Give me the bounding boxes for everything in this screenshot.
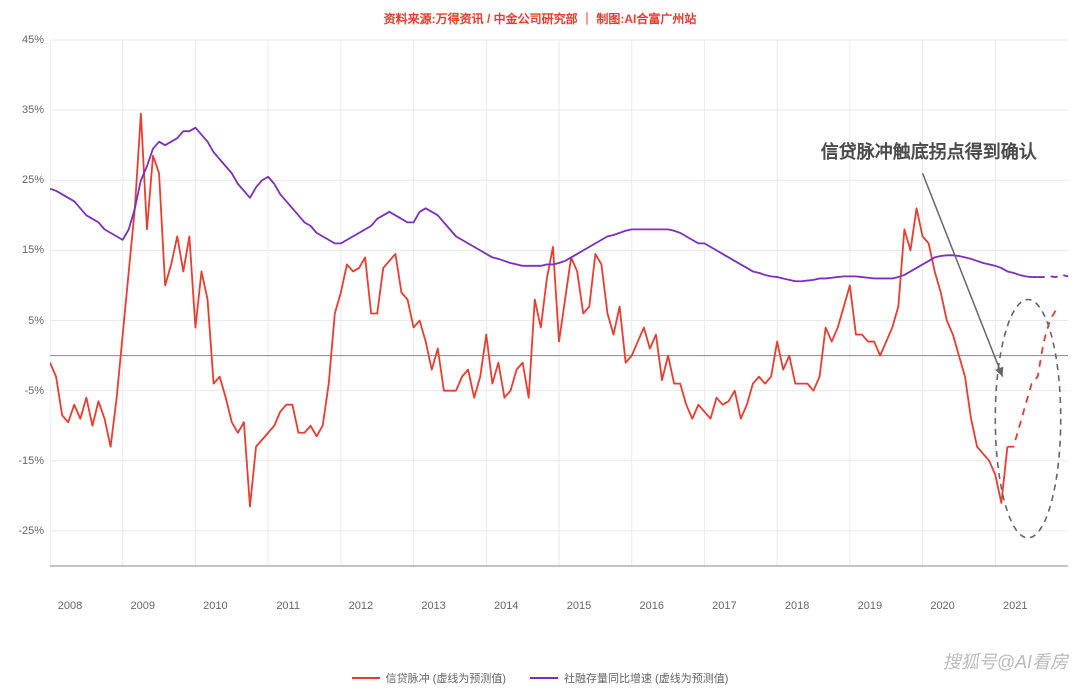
watermark: 搜狐号@AI看房 — [943, 648, 1068, 674]
legend-swatch — [530, 677, 558, 679]
x-tick-label: 2013 — [421, 600, 445, 612]
source-line: 资料来源:万得资讯 / 中金公司研究部 ｜ 制图:AI合富广州站 — [0, 10, 1080, 27]
y-tick-label: 5% — [28, 315, 44, 327]
annotation-text: 信贷脉冲触底拐点得到确认 — [821, 138, 1037, 164]
x-tick-label: 2021 — [1003, 600, 1027, 612]
series-credit_impulse-forecast — [1007, 310, 1055, 447]
series-credit_impulse — [50, 114, 1007, 507]
plot-area: -25%-15%-5%5%15%25%35%45%200820092010201… — [50, 34, 1068, 594]
y-tick-label: 25% — [22, 174, 44, 186]
chart-container: 资料来源:万得资讯 / 中金公司研究部 ｜ 制图:AI合富广州站 -25%-15… — [0, 0, 1080, 694]
x-tick-label: 2008 — [58, 600, 82, 612]
y-tick-label: -15% — [18, 455, 44, 467]
x-tick-label: 2014 — [494, 600, 518, 612]
y-tick-label: 35% — [22, 104, 44, 116]
x-tick-label: 2015 — [567, 600, 591, 612]
legend-label: 社融存量同比增速 (虚线为预测值) — [564, 670, 728, 686]
legend: 信贷脉冲 (虚线为预测值) 社融存量同比增速 (虚线为预测值) — [0, 670, 1080, 686]
annotation-arrow — [923, 173, 1003, 376]
x-tick-label: 2009 — [130, 600, 154, 612]
x-tick-label: 2019 — [858, 600, 882, 612]
y-tick-label: 45% — [22, 34, 44, 46]
y-tick-label: 15% — [22, 244, 44, 256]
legend-label: 信贷脉冲 (虚线为预测值) — [386, 670, 506, 686]
y-tick-label: -5% — [24, 385, 44, 397]
x-tick-label: 2020 — [930, 600, 954, 612]
chart-svg — [50, 34, 1068, 594]
series-social_financing_yoy-forecast — [1038, 274, 1068, 278]
legend-item: 社融存量同比增速 (虚线为预测值) — [530, 670, 728, 686]
y-tick-label: -25% — [18, 525, 44, 537]
x-tick-label: 2017 — [712, 600, 736, 612]
x-tick-label: 2012 — [349, 600, 373, 612]
x-tick-label: 2010 — [203, 600, 227, 612]
legend-swatch — [352, 677, 380, 679]
x-tick-label: 2018 — [785, 600, 809, 612]
x-tick-label: 2011 — [276, 600, 300, 612]
legend-item: 信贷脉冲 (虚线为预测值) — [352, 670, 506, 686]
x-tick-label: 2016 — [639, 600, 663, 612]
annotation-ellipse — [995, 299, 1060, 537]
